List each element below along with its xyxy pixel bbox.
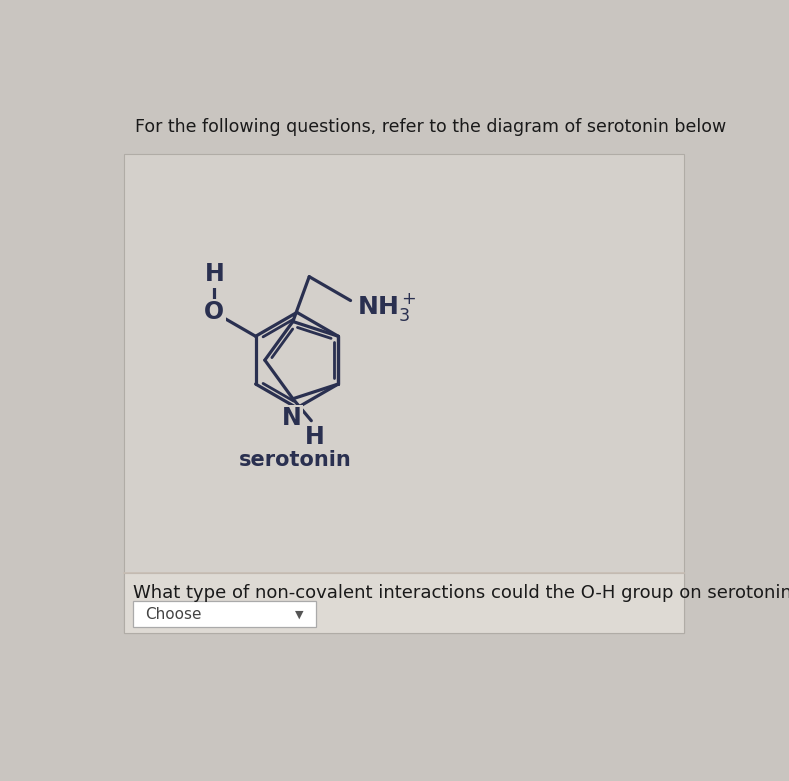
Text: NH$_3^+$: NH$_3^+$ (357, 291, 417, 323)
Text: H: H (305, 426, 324, 449)
Text: ▼: ▼ (295, 609, 304, 619)
Text: For the following questions, refer to the diagram of serotonin below: For the following questions, refer to th… (135, 118, 727, 136)
Text: Choose: Choose (145, 607, 202, 622)
Bar (124, 573, 684, 633)
Bar (133, 601, 316, 627)
Text: N: N (282, 406, 301, 430)
Text: O: O (204, 301, 224, 324)
Text: H: H (204, 262, 224, 287)
Text: What type of non-covalent interactions could the O-H group on serotonin form?: What type of non-covalent interactions c… (133, 583, 789, 601)
Bar (124, 154, 684, 633)
Text: serotonin: serotonin (238, 451, 351, 470)
